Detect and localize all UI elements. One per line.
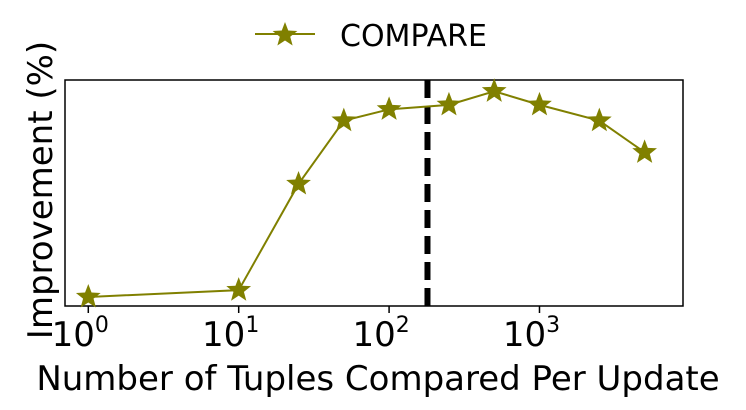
data-point-star — [436, 91, 462, 116]
series-line-compare — [88, 90, 646, 298]
x-tick-label: 100 — [52, 313, 109, 355]
y-axis-label: Improvement (%) — [21, 41, 61, 339]
data-point-star — [376, 96, 402, 120]
x-axis-label: Number of Tuples Compared Per Update — [36, 359, 719, 399]
data-point-star — [75, 283, 101, 308]
x-ticks: 100 101 102 103 — [52, 306, 560, 355]
data-point-star — [481, 78, 507, 102]
data-point-star — [586, 107, 612, 132]
data-point-star — [632, 139, 657, 163]
x-tick-label: 103 — [503, 313, 560, 355]
data-point-star — [226, 277, 252, 301]
data-point-star — [527, 91, 552, 116]
x-tick-label: 101 — [202, 313, 259, 355]
legend-star-icon — [272, 22, 298, 46]
marks-layer — [75, 78, 657, 308]
data-point-star — [331, 107, 357, 132]
plot-frame — [64, 79, 684, 307]
legend-label: COMPARE — [340, 19, 487, 54]
legend: COMPARE — [255, 19, 487, 54]
data-point-star — [286, 170, 311, 195]
x-tick-label: 102 — [352, 313, 409, 355]
